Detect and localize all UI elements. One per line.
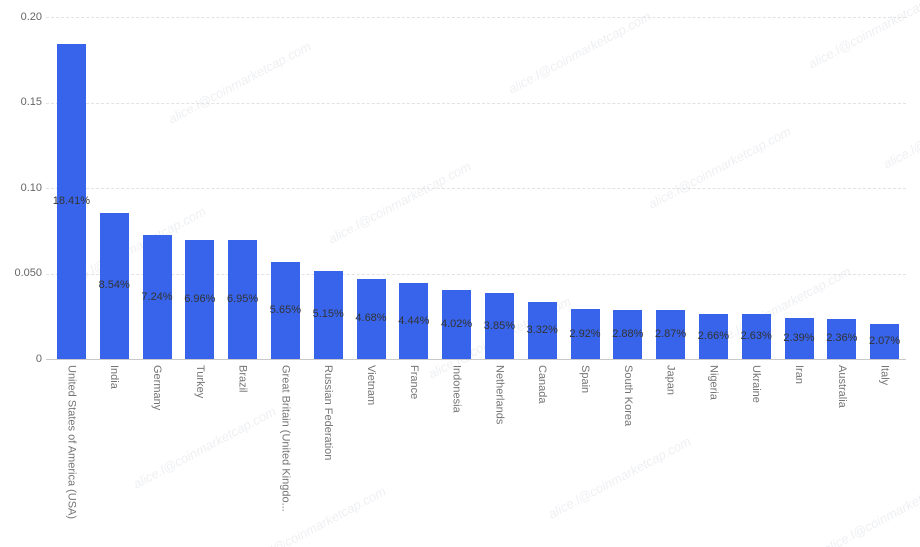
- x-axis-category-label: Canada: [536, 365, 549, 404]
- bar[interactable]: [56, 44, 86, 359]
- bar[interactable]: [399, 283, 429, 359]
- bar[interactable]: [185, 239, 215, 359]
- watermark-text: alice.l@coinmarketcap.com: [130, 403, 279, 492]
- bar-value-label: 5.65%: [269, 304, 301, 317]
- x-axis-category-label: Iran: [793, 365, 805, 384]
- watermark-text: alice.l@coinmarketcap.com: [240, 483, 389, 547]
- gridline: [46, 102, 906, 104]
- bar-value-label: 8.54%: [98, 279, 130, 292]
- bar-value-label: 2.07%: [868, 334, 901, 347]
- bar-value-label: 2.87%: [654, 327, 687, 340]
- bar[interactable]: [656, 309, 686, 359]
- x-axis-category-label: Russian Federation: [322, 365, 335, 461]
- watermark-text: alice.l@coinmarketcap.com: [325, 158, 474, 247]
- bar[interactable]: [228, 240, 258, 359]
- bar[interactable]: [570, 309, 600, 359]
- x-axis-category-label: Japan: [664, 365, 677, 395]
- bar[interactable]: [442, 290, 472, 359]
- x-axis-category-label: United States of America (USA): [65, 365, 78, 520]
- bar-value-label: 2.88%: [612, 327, 644, 340]
- gridline: [46, 17, 906, 18]
- bar[interactable]: [270, 262, 300, 359]
- x-axis-category-label: France: [407, 365, 420, 400]
- x-axis-category-label: Nigeria: [707, 365, 720, 400]
- bar[interactable]: [784, 318, 814, 359]
- bar-value-label: 7.24%: [141, 290, 173, 303]
- watermark-text: alice.l@coinmarketcap.com: [805, 0, 920, 72]
- bar-value-label: 3.32%: [526, 324, 558, 337]
- x-axis-category-label: Spain: [579, 365, 591, 394]
- x-axis-category-label: Vietnam: [365, 365, 377, 406]
- bar-value-label: 5.15%: [312, 308, 344, 321]
- bar[interactable]: [613, 309, 643, 359]
- bar-value-label: 2.63%: [740, 330, 772, 342]
- bar-value-label: 4.44%: [398, 314, 430, 327]
- x-axis-category-label: Brazil: [236, 365, 249, 393]
- bar-value-label: 2.92%: [569, 327, 601, 340]
- bar-value-label: 2.39%: [783, 332, 815, 345]
- bar[interactable]: [313, 270, 343, 359]
- y-axis-tick-label: 0.15: [20, 96, 42, 108]
- x-axis-category-label: Italy: [878, 365, 891, 386]
- bar-value-label: 4.02%: [440, 318, 473, 331]
- x-axis-category-label: Netherlands: [493, 365, 506, 425]
- bar[interactable]: [142, 235, 172, 359]
- y-axis-tick-label: 0.10: [20, 181, 42, 194]
- bar-value-label: 2.36%: [826, 332, 858, 345]
- bar[interactable]: [527, 302, 557, 359]
- watermark-text: alice.l@coinmarketcap.com: [645, 123, 794, 212]
- x-axis-category-label: Indonesia: [450, 365, 463, 413]
- x-axis-category-label: Germany: [151, 365, 163, 411]
- bar[interactable]: [99, 212, 129, 359]
- bar-value-label: 18.41%: [52, 195, 91, 208]
- watermark-text: alice.l@coinmarketcap.com: [880, 83, 920, 172]
- x-axis-category-label: India: [108, 365, 121, 389]
- watermark-text: alice.l@coinmarketcap.com: [545, 433, 694, 522]
- x-axis-category-label: Turkey: [193, 365, 206, 399]
- bar[interactable]: [356, 278, 386, 359]
- x-axis-category-label: South Korea: [621, 365, 634, 427]
- y-axis-tick-label: 0: [35, 352, 42, 365]
- gridline: [46, 188, 906, 189]
- bar-value-label: 4.68%: [355, 312, 387, 325]
- x-axis-category-label: Great Britain (United Kingdo...: [279, 365, 292, 512]
- bar-value-label: 6.95%: [226, 293, 259, 306]
- y-axis-tick-label: 0.050: [14, 267, 42, 279]
- gridline: [46, 273, 906, 275]
- x-axis-line: [46, 359, 906, 360]
- bar[interactable]: [698, 313, 728, 359]
- bar-value-label: 3.85%: [483, 319, 515, 332]
- x-axis-category-label: Ukraine: [750, 365, 763, 403]
- x-axis-category-label: Australia: [835, 365, 848, 408]
- bar[interactable]: [827, 318, 857, 359]
- bar-value-label: 6.96%: [184, 292, 216, 305]
- watermark-text: alice.l@coinmarketcap.com: [820, 468, 920, 547]
- y-axis-tick-label: 0.20: [20, 10, 42, 23]
- watermark-text: alice.l@coinmarketcap.com: [505, 8, 654, 97]
- bar[interactable]: [870, 323, 900, 359]
- bar[interactable]: [484, 293, 514, 359]
- watermark-text: alice.l@coinmarketcap.com: [165, 38, 314, 127]
- bar-value-label: 2.66%: [697, 329, 729, 342]
- bar[interactable]: [741, 314, 771, 359]
